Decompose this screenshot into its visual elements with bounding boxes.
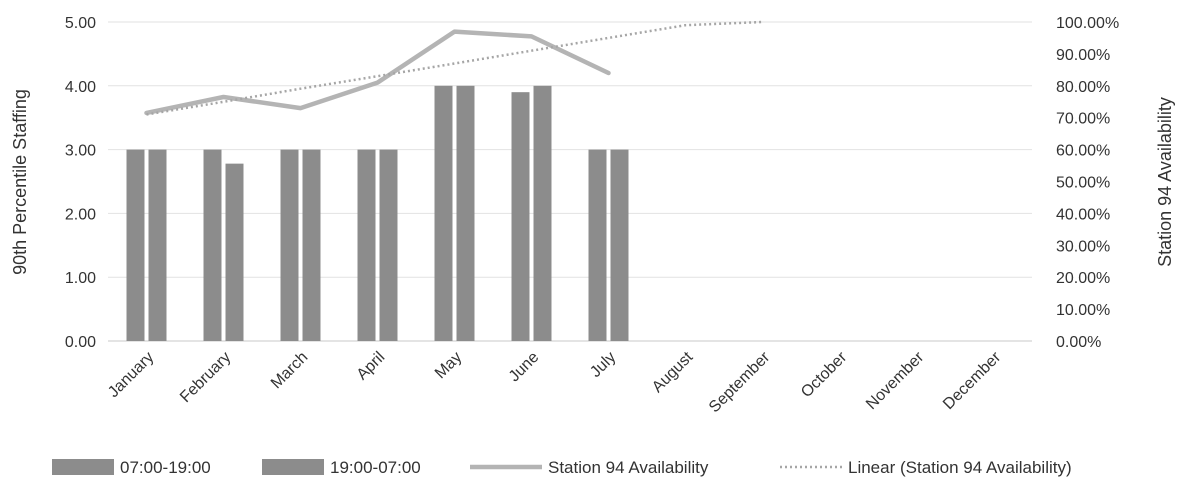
legend-item: 19:00-07:00 bbox=[262, 458, 421, 477]
gridlines bbox=[108, 21, 1032, 342]
y-right-tick-label: 90.00% bbox=[1056, 47, 1110, 64]
legend-label: Linear (Station 94 Availability) bbox=[848, 458, 1072, 477]
bar bbox=[357, 149, 376, 341]
legend-item: Station 94 Availability bbox=[470, 458, 709, 477]
x-tick-label: December bbox=[940, 348, 1005, 413]
y-axis-left-title: 90th Percentile Staffing bbox=[10, 89, 30, 275]
y-left-tick-label: 1.00 bbox=[65, 270, 96, 287]
x-tick-label: May bbox=[432, 349, 465, 382]
y-right-tick-label: 80.00% bbox=[1056, 79, 1110, 96]
bar bbox=[533, 85, 552, 341]
x-tick-label: September bbox=[706, 348, 774, 416]
y-right-tick-label: 60.00% bbox=[1056, 143, 1110, 160]
legend-item: 07:00-19:00 bbox=[52, 458, 211, 477]
y-right-tick-label: 10.00% bbox=[1056, 302, 1110, 319]
legend-swatch bbox=[262, 459, 324, 475]
y-axis-right-title: Station 94 Availability bbox=[1155, 97, 1175, 267]
y-right-tick-label: 30.00% bbox=[1056, 238, 1110, 255]
bar bbox=[302, 149, 321, 341]
y-right-tick-label: 100.00% bbox=[1056, 15, 1119, 32]
x-tick-label: February bbox=[177, 349, 234, 406]
bar bbox=[203, 149, 222, 341]
series-line bbox=[144, 29, 611, 116]
y-left-tick-label: 5.00 bbox=[65, 15, 96, 32]
y-left-tick-label: 4.00 bbox=[65, 79, 96, 96]
x-tick-label: August bbox=[649, 348, 697, 396]
x-tick-label: November bbox=[863, 348, 928, 413]
legend: 07:00-19:00 19:00-07:00 Station 94 Availab… bbox=[52, 458, 1072, 477]
y-left-tick-label: 2.00 bbox=[65, 206, 96, 223]
x-tick-label: April bbox=[354, 349, 389, 384]
x-tick-label: October bbox=[798, 348, 851, 401]
bar bbox=[434, 85, 453, 341]
y-right-tick-label: 70.00% bbox=[1056, 111, 1110, 128]
trendline bbox=[146, 20, 763, 116]
y-right-tick-label: 40.00% bbox=[1056, 206, 1110, 223]
y-right-tick-label: 20.00% bbox=[1056, 270, 1110, 287]
legend-label: Station 94 Availability bbox=[548, 458, 709, 477]
bar bbox=[148, 149, 167, 341]
y-right-tick-label: 0.00% bbox=[1056, 334, 1101, 351]
x-tick-label: March bbox=[268, 349, 311, 392]
x-tick-label: June bbox=[506, 349, 543, 386]
bars bbox=[126, 85, 629, 342]
y-left-tick-label: 3.00 bbox=[65, 143, 96, 160]
bar bbox=[126, 149, 145, 341]
lines bbox=[144, 20, 763, 116]
y-axis-left-ticks: 0.00 1.00 2.00 3.00 4.00 5.00 bbox=[65, 15, 96, 351]
legend-label: 19:00-07:00 bbox=[330, 458, 421, 477]
bar bbox=[456, 85, 475, 341]
legend-swatch bbox=[52, 459, 114, 475]
legend-item: Linear (Station 94 Availability) bbox=[780, 458, 1072, 477]
y-right-tick-label: 50.00% bbox=[1056, 175, 1110, 192]
bar bbox=[379, 149, 398, 341]
y-axis-right-ticks: 0.00% 10.00% 20.00% 30.00% 40.00% 50.00% 60.00… bbox=[1056, 15, 1119, 351]
x-tick-label: January bbox=[105, 349, 157, 401]
bar bbox=[511, 92, 530, 342]
bar bbox=[280, 149, 299, 341]
x-axis-ticks: January February March April May June July Augu… bbox=[105, 348, 1005, 416]
legend-label: 07:00-19:00 bbox=[120, 458, 211, 477]
bar bbox=[610, 149, 629, 341]
bar bbox=[225, 163, 244, 341]
x-tick-label: July bbox=[587, 349, 619, 381]
bar bbox=[588, 149, 607, 341]
y-left-tick-label: 0.00 bbox=[65, 334, 96, 351]
